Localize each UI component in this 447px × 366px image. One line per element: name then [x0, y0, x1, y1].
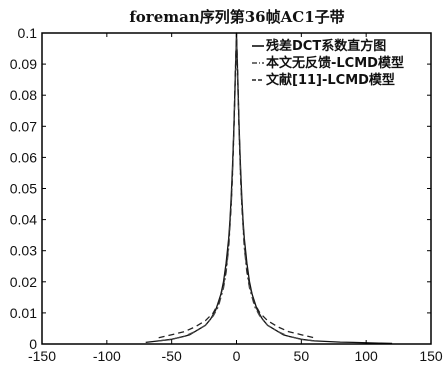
x-tick-label: -150: [28, 348, 56, 364]
x-tick-label: 0: [233, 348, 241, 364]
y-tick-label: 0.02: [10, 274, 37, 290]
chart-title: foreman序列第36帧AC1子带: [129, 8, 344, 26]
y-tick-label: 0: [29, 336, 37, 352]
legend-label-2: 本文无反馈-LCMD模型: [266, 55, 404, 71]
y-tick-label: 0.01: [10, 305, 37, 321]
y-tick-label: 0.06: [10, 149, 37, 165]
x-tick-label: 100: [354, 348, 378, 364]
tick-layer: -150 -100 -50 0 50 100 150 0 0.01 0.02 0.03 0.04 0.0…: [10, 25, 443, 364]
series-line-2: [158, 38, 315, 342]
legend-label-3: 文献[11]-LCMD模型: [266, 72, 395, 88]
x-tick-label: -50: [162, 348, 182, 364]
y-tick-label: 0.09: [10, 56, 37, 72]
y-tick-label: 0.08: [10, 87, 37, 103]
y-tick-label: 0.07: [10, 118, 37, 134]
x-tick-label: -100: [93, 348, 121, 364]
x-tick-label: 50: [294, 348, 310, 364]
x-tick-label: 150: [419, 348, 443, 364]
y-tick-label: 0.05: [10, 181, 37, 197]
legend-label-1: 残差DCT系数直方图: [266, 38, 386, 54]
y-tick-label: 0.03: [10, 243, 37, 259]
y-tick-label: 0.1: [18, 25, 38, 41]
y-tick-label: 0.04: [10, 212, 37, 228]
